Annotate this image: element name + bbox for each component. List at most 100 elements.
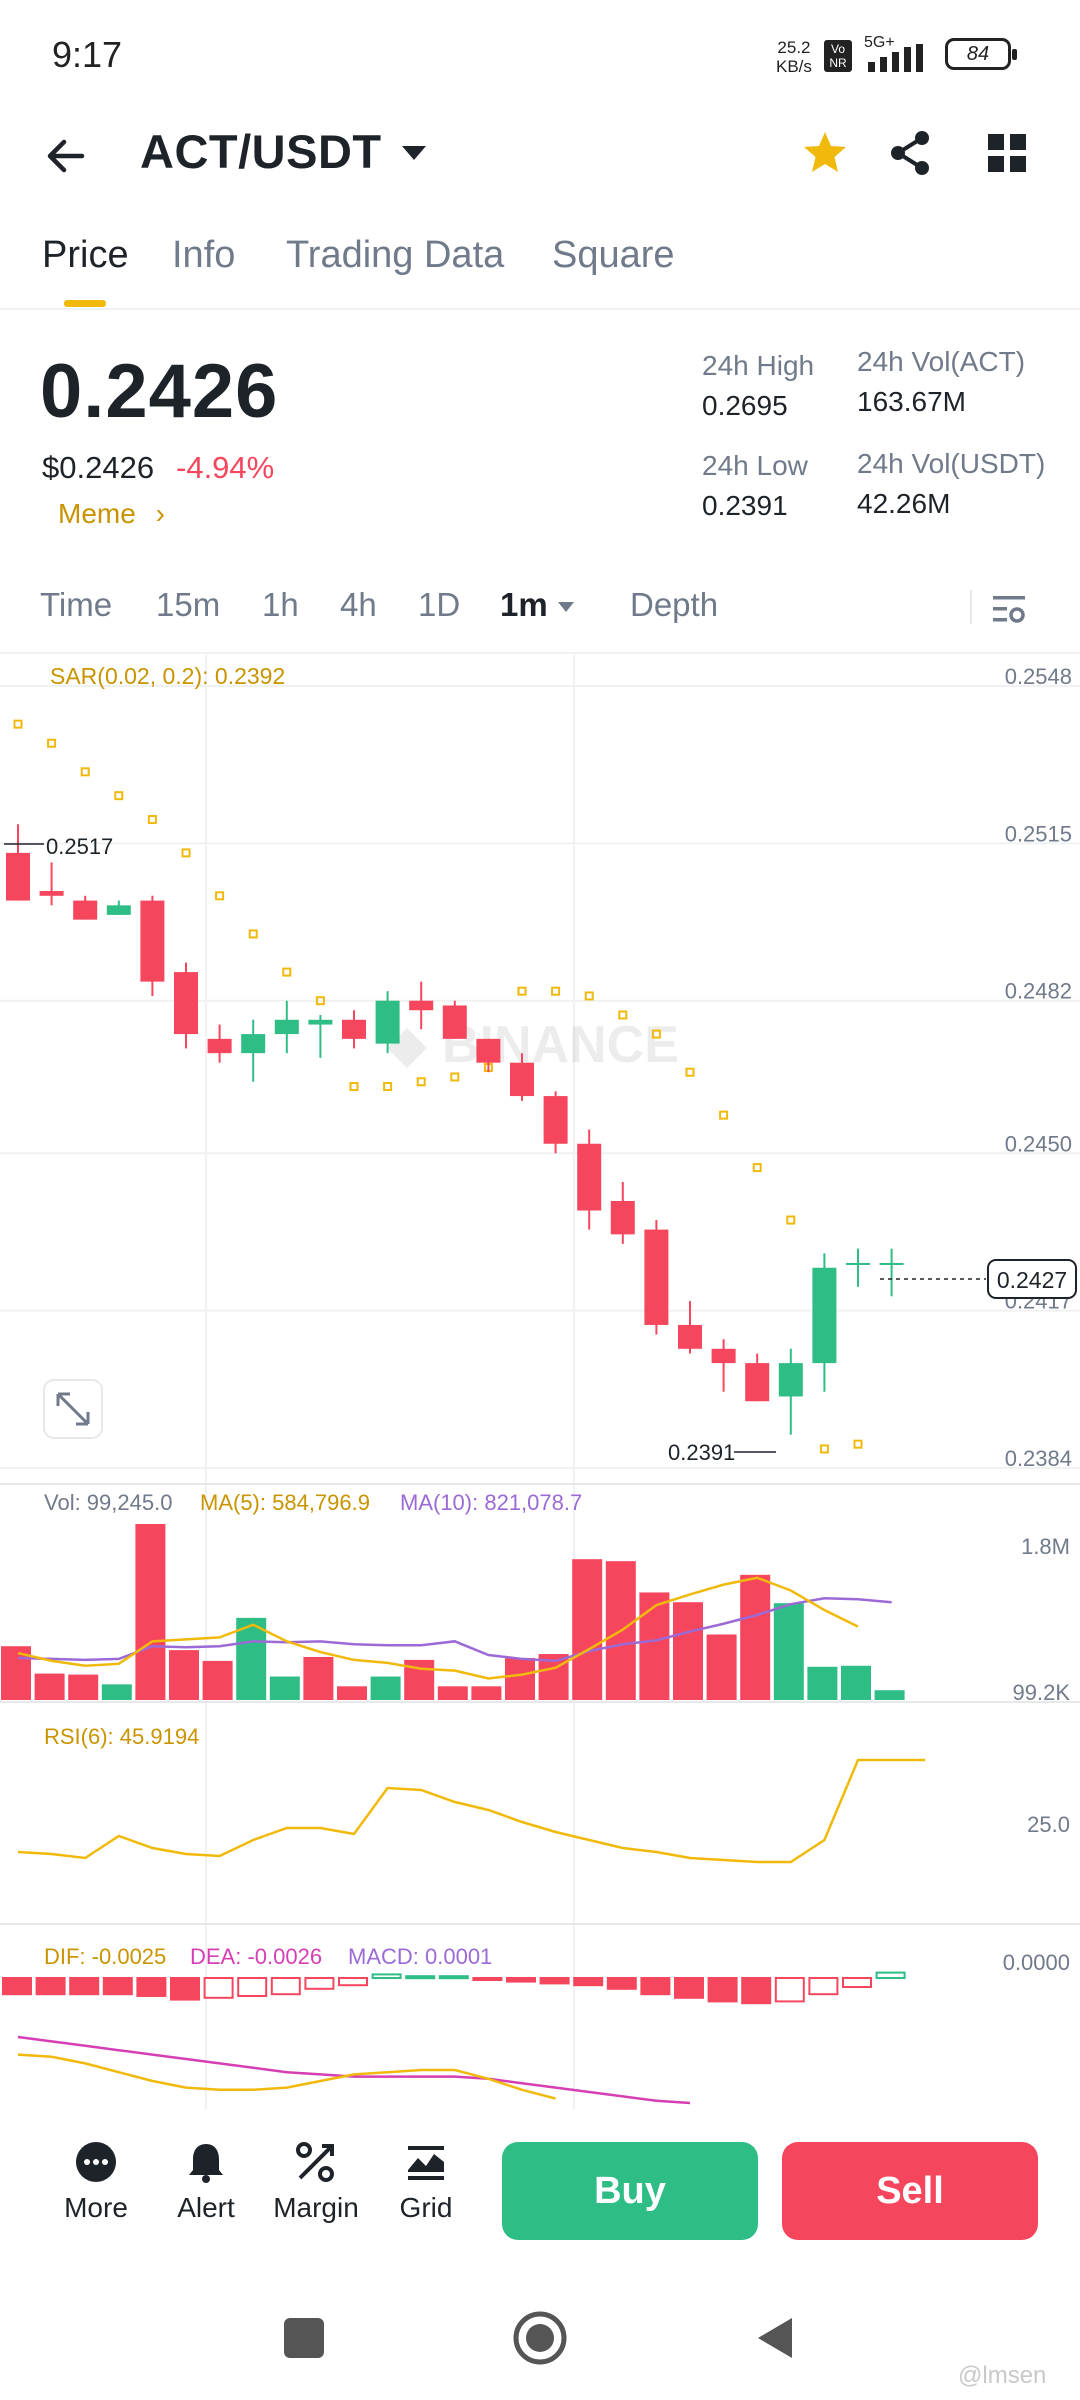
volume-bar — [269, 1676, 300, 1700]
system-navigation-bar — [284, 2311, 792, 2365]
chevron-right-icon: › — [155, 498, 165, 529]
volume-bar — [572, 1559, 603, 1700]
tab-price[interactable]: Price — [42, 234, 129, 276]
macd-dea-line — [17, 2035, 691, 2105]
sar-dot — [349, 1082, 359, 1092]
candle-body — [6, 852, 30, 901]
tf-1d[interactable]: 1D — [418, 586, 461, 623]
sar-dot — [383, 1082, 393, 1092]
network-speed-value: 25.2 — [777, 38, 811, 57]
macd-bar — [2, 1977, 32, 1996]
fullscreen-button[interactable] — [43, 1379, 103, 1439]
candle-body — [846, 1262, 870, 1265]
bottom-action-bar: More Alert Margin Grid Buy Sell — [0, 2118, 1080, 2268]
high-marker: 0.2517 — [46, 834, 113, 859]
tf-1h[interactable]: 1h — [262, 586, 299, 623]
margin-button[interactable]: Margin — [266, 2118, 366, 2224]
rsi-tick: 25.0 — [1027, 1812, 1070, 1837]
price-tick: 0.2515 — [1005, 821, 1072, 846]
macd-bar — [69, 1977, 100, 1996]
sar-dot — [282, 967, 292, 977]
high-label: 24h High — [702, 350, 815, 381]
bell-icon — [189, 2144, 223, 2183]
tf-dropdown-icon[interactable] — [558, 602, 574, 612]
macd-bar — [270, 1977, 301, 1996]
macd-bar — [506, 1977, 536, 1983]
tab-trading-data[interactable]: Trading Data — [286, 234, 505, 276]
volume-bar — [101, 1684, 132, 1700]
candle-body — [342, 1019, 366, 1039]
volume-ma10-label: MA(10): 821,078.7 — [400, 1490, 582, 1515]
candle-body — [678, 1324, 702, 1349]
grid-bot-button[interactable]: Grid — [376, 2118, 476, 2224]
sar-dot — [584, 991, 594, 1001]
tab-square[interactable]: Square — [552, 234, 675, 276]
tf-separator — [970, 590, 972, 624]
sar-dot — [450, 1072, 460, 1082]
back-arrow-icon[interactable] — [42, 132, 90, 180]
alert-label: Alert — [177, 2192, 235, 2223]
tf-15m[interactable]: 15m — [156, 586, 221, 623]
rsi-label: RSI(6): 45.9194 — [44, 1724, 199, 1749]
buy-button[interactable]: Buy — [502, 2142, 758, 2240]
candle-body — [711, 1348, 736, 1364]
macd-dif-label: DIF: -0.0025 — [44, 1944, 166, 1969]
sar-dot — [248, 929, 258, 939]
margin-label: Margin — [273, 2192, 359, 2223]
candle-body — [241, 1034, 266, 1054]
sar-dot — [315, 996, 325, 1006]
favorite-star-icon[interactable] — [800, 128, 850, 178]
chart-top-divider — [0, 652, 1080, 654]
candle-body — [375, 1000, 400, 1044]
volume-bar — [505, 1657, 535, 1700]
chart-settings-icon[interactable] — [990, 590, 1028, 628]
candle-body — [106, 905, 131, 915]
macd-bar — [808, 1977, 839, 1996]
tf-1m[interactable]: 1m — [500, 586, 548, 623]
vonr-bottom: NR — [829, 56, 847, 70]
sar-dot — [752, 1163, 762, 1173]
macd-bar — [842, 1977, 872, 1988]
sar-dot — [517, 986, 527, 996]
volume-bar — [841, 1665, 871, 1700]
macd-bar — [674, 1977, 704, 1999]
kline-chart[interactable]: SAR(0.02, 0.2): 0.2392 BINANCE 0.25480.2… — [0, 650, 1080, 2110]
volume-bar — [807, 1666, 838, 1700]
sar-dot — [215, 891, 225, 901]
tab-info[interactable]: Info — [172, 234, 236, 276]
recents-icon[interactable] — [284, 2318, 324, 2358]
tf-4h[interactable]: 4h — [340, 586, 377, 623]
macd-dea-label: DEA: -0.0026 — [190, 1944, 322, 1969]
active-tab-indicator — [64, 300, 106, 307]
signal-icon — [868, 44, 923, 72]
more-icon — [76, 2142, 116, 2182]
candle-body — [644, 1229, 669, 1325]
sell-button[interactable]: Sell — [782, 2142, 1038, 2240]
sar-dot — [13, 719, 23, 729]
category-tag[interactable]: Meme › — [58, 498, 165, 530]
share-icon[interactable] — [886, 128, 936, 178]
volume-bar — [673, 1602, 703, 1700]
volume-tick-min: 99.2K — [1013, 1680, 1071, 1705]
vol-base-value: 163.67M — [857, 386, 966, 417]
volume-label: Vol: 99,245.0 — [44, 1490, 172, 1515]
tf-depth[interactable]: Depth — [630, 586, 719, 623]
volume-bar — [740, 1574, 771, 1700]
sar-dot — [786, 1215, 796, 1225]
candle-body — [476, 1038, 501, 1063]
back-nav-icon[interactable] — [758, 2318, 792, 2358]
price-tick: 0.2450 — [1005, 1131, 1072, 1156]
pair-title[interactable]: ACT/USDT — [140, 125, 382, 178]
alert-button[interactable]: Alert — [156, 2118, 256, 2224]
volume-bar — [706, 1634, 737, 1700]
pair-dropdown-icon[interactable] — [402, 146, 426, 160]
tabs-divider — [0, 308, 1080, 310]
sar-dot — [618, 1010, 628, 1020]
tf-time[interactable]: Time — [40, 586, 113, 623]
home-icon[interactable] — [513, 2311, 567, 2365]
layout-grid-icon[interactable] — [986, 132, 1028, 174]
more-button[interactable]: More — [46, 2118, 146, 2224]
battery-icon: 84 — [945, 38, 1017, 70]
vol-quote-value: 42.26M — [857, 488, 951, 519]
macd-bar — [774, 1977, 805, 2003]
